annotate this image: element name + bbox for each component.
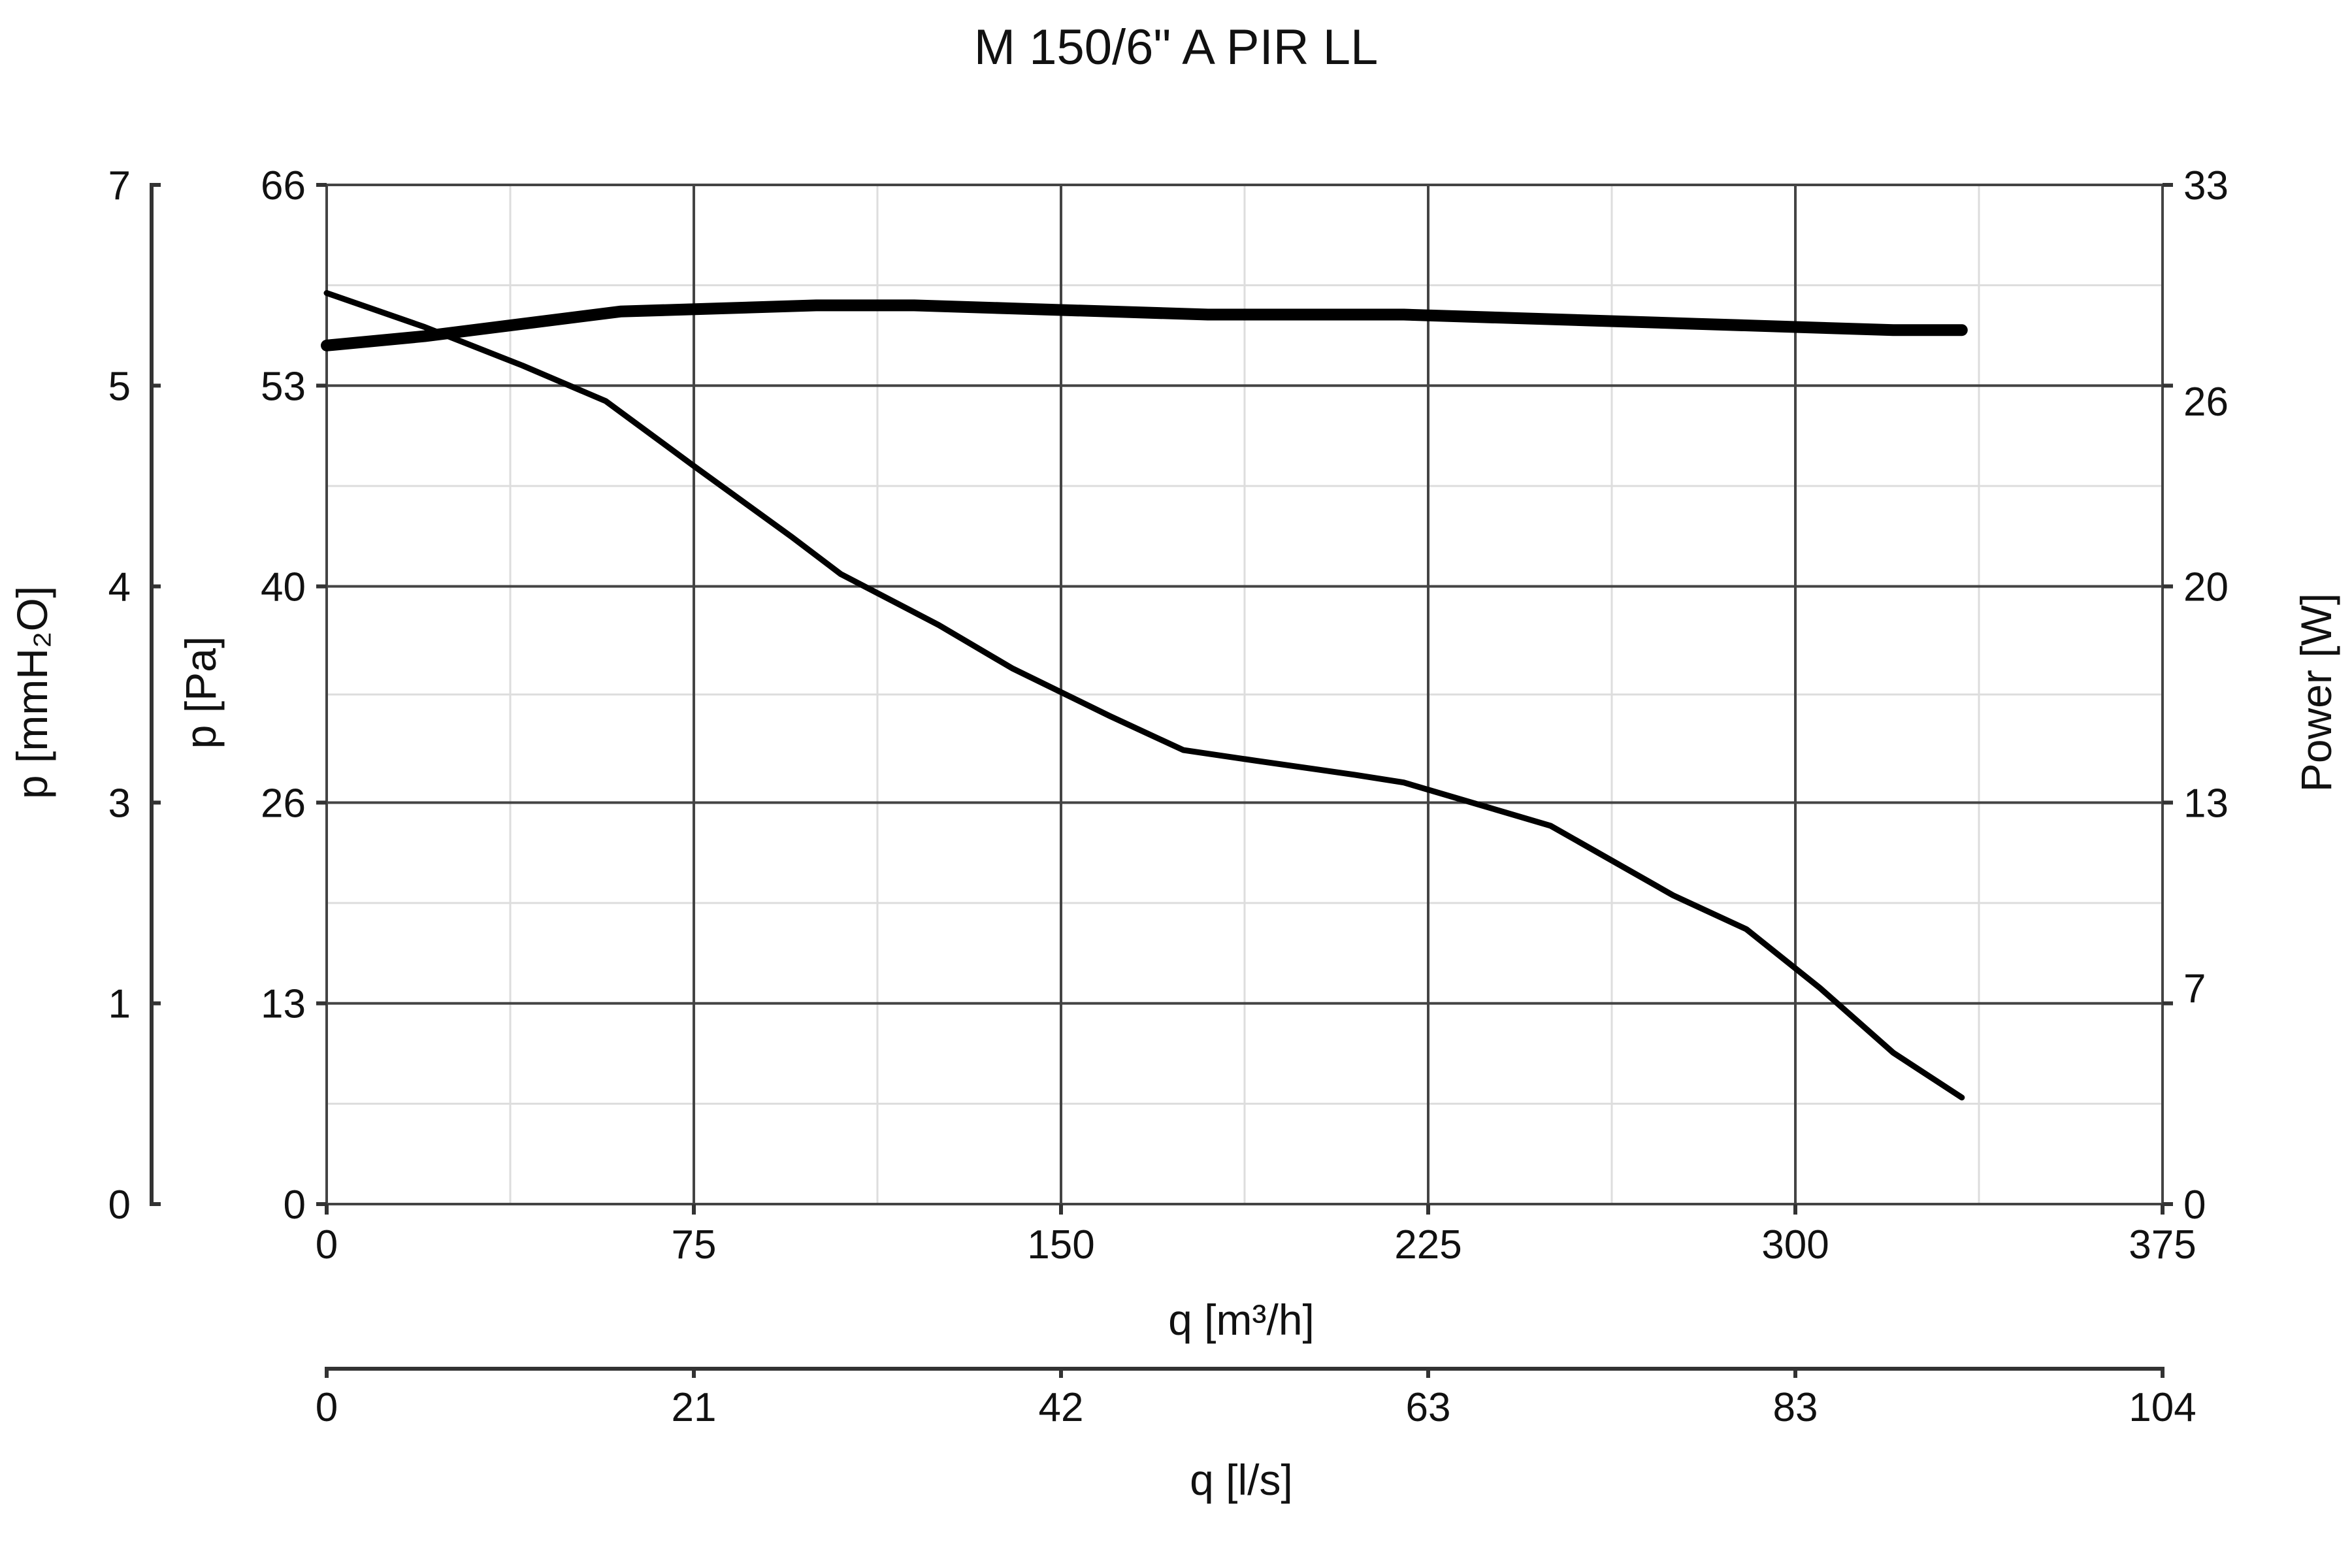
- x2-tick-label: 83: [1773, 1385, 1818, 1430]
- x-tick-label: 0: [316, 1222, 338, 1267]
- x-tick-label: 75: [672, 1222, 717, 1267]
- y-tick-label: 66: [261, 163, 306, 208]
- x-tick-label: 150: [1027, 1222, 1094, 1267]
- curves: [321, 290, 1968, 1101]
- y2-tick-label: 20: [2183, 565, 2229, 610]
- y2-tick-label: 0: [2183, 1183, 2206, 1228]
- y-outer-tick-label: 4: [108, 565, 131, 610]
- x2-axis-label: q [l/s]: [1190, 1456, 1293, 1504]
- x2-tick-label: 0: [316, 1385, 338, 1430]
- x2-tick-label: 21: [672, 1385, 717, 1430]
- power-curve: [321, 299, 1968, 351]
- y-tick-label: 40: [261, 565, 306, 610]
- y2-tick-label: 7: [2183, 966, 2206, 1011]
- x2-tick-label: 63: [1406, 1385, 1451, 1430]
- y-outer-tick-label: 0: [108, 1183, 131, 1228]
- y2-tick-label: 13: [2183, 781, 2229, 826]
- y-tick-label: 26: [261, 781, 306, 826]
- chart-title: M 150/6" A PIR LL: [974, 20, 1378, 75]
- x2-axis-line: [325, 1367, 2164, 1378]
- x-axis-label: q [m³/h]: [1168, 1296, 1315, 1344]
- y-tick-label: 13: [261, 982, 306, 1027]
- x-tick-label: 300: [1761, 1222, 1829, 1267]
- axes: [150, 183, 2173, 1378]
- pressure-curve: [323, 290, 1965, 1101]
- x-tick-label: 225: [1394, 1222, 1462, 1267]
- x2-tick-label: 42: [1039, 1385, 1084, 1430]
- y-axis-label: p [Pa]: [176, 636, 225, 749]
- y-outer-tick-label: 7: [108, 163, 131, 208]
- y-outer-axis-label: p [mmH₂O]: [8, 586, 56, 799]
- y-tick-label: 0: [284, 1183, 306, 1228]
- y-outer-tick-label: 5: [108, 364, 131, 409]
- y2-tick-label: 26: [2183, 380, 2229, 425]
- y-outer-tick-label: 3: [108, 781, 131, 826]
- y-outer-tick-label: 1: [108, 982, 131, 1027]
- y-tick-label: 53: [261, 364, 306, 409]
- x2-tick-label: 104: [2129, 1385, 2196, 1430]
- y2-axis-label: Power [W]: [2292, 593, 2340, 792]
- y-outer-axis-line: [150, 183, 158, 1206]
- x-tick-label: 375: [2129, 1222, 2196, 1267]
- y2-tick-label: 33: [2183, 163, 2229, 208]
- minor-gridlines: [327, 185, 2163, 1204]
- tick-labels: 0 75 150 225 300 3750132640536607132026330134…: [108, 163, 2229, 1430]
